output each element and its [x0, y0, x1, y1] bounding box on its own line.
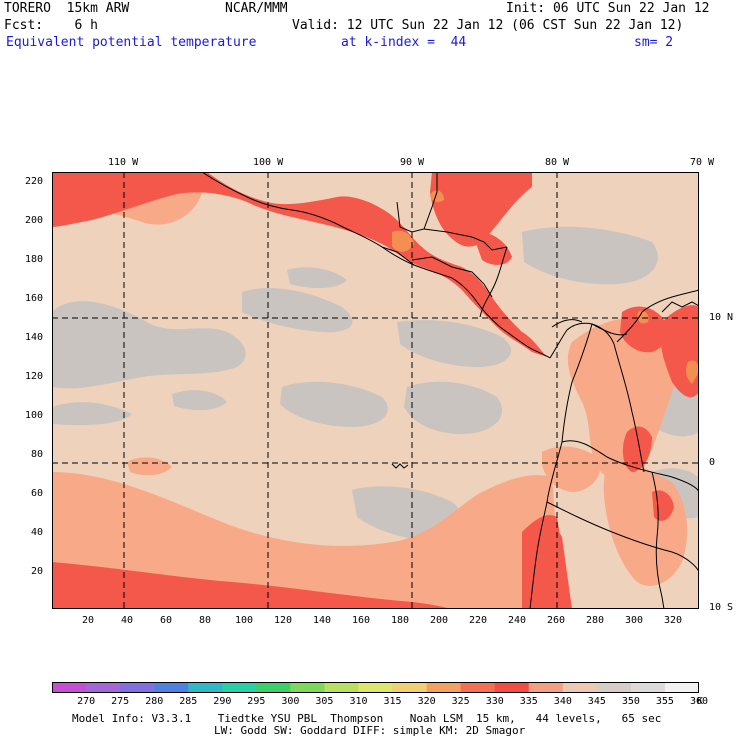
colorbar-label: 280 — [145, 696, 164, 707]
colorbar-label: 270 — [77, 696, 96, 707]
grid-x-label: 260 — [547, 615, 566, 626]
coastline — [201, 172, 699, 609]
grid-x-label: 60 — [160, 615, 173, 626]
colorbar-label: 350 — [621, 696, 640, 707]
grid-y-label: 220 — [25, 176, 44, 187]
grid-x-label: 20 — [82, 615, 95, 626]
colorbar-label: 275 — [111, 696, 130, 707]
init-time: Init: 06 UTC Sun 22 Jan 12 — [506, 1, 710, 16]
graticule — [52, 172, 699, 609]
organization: NCAR/MMM — [225, 1, 288, 16]
colorbar-swatch — [154, 682, 189, 693]
grid-x-label: 320 — [664, 615, 683, 626]
forecast-hour: Fcst: 6 h — [4, 18, 98, 33]
colorbar — [52, 682, 699, 693]
grid-x-label: 280 — [586, 615, 605, 626]
smoothing-label: sm= 2 — [634, 35, 674, 50]
colorbar-swatch — [188, 682, 223, 693]
lat-label-0: 0 — [709, 457, 716, 468]
field-name: Equivalent potential temperature — [6, 35, 257, 50]
colorbar-swatch — [562, 682, 598, 693]
grid-y-label: 180 — [25, 254, 44, 265]
lon-label-90w: 90 W — [400, 157, 425, 168]
hottest-spot — [392, 190, 699, 384]
lon-label-70w: 70 W — [690, 157, 715, 168]
lon-label-100w: 100 W — [253, 157, 284, 168]
colorbar-swatch — [222, 682, 257, 693]
colorbar-label: 325 — [451, 696, 470, 707]
colorbar-swatch — [426, 682, 462, 693]
colorbar-label: 310 — [349, 696, 368, 707]
colorbar-swatch — [120, 682, 155, 693]
model-info-line2: LW: Godd SW: Goddard DIFF: simple KM: 2D… — [214, 724, 526, 737]
grid-y-label: 40 — [31, 527, 44, 538]
grid-y-label: 140 — [25, 332, 44, 343]
grid-x-label: 180 — [391, 615, 410, 626]
colorbar-swatch — [358, 682, 394, 693]
colorbar-swatch — [290, 682, 325, 693]
grid-x-label: 120 — [274, 615, 293, 626]
colorbar-label: 330 — [485, 696, 504, 707]
grid-x-label: 300 — [625, 615, 644, 626]
colorbar-label: 290 — [213, 696, 232, 707]
model-name: TORERO 15km ARW — [4, 1, 130, 16]
colorbar-label: 355 — [655, 696, 674, 707]
grid-y-label: 160 — [25, 293, 44, 304]
colorbar-swatch — [86, 682, 121, 693]
grid-x-label: 220 — [469, 615, 488, 626]
colorbar-swatch — [664, 682, 699, 693]
colorbar-label: 305 — [315, 696, 334, 707]
colorbar-swatch — [52, 682, 87, 693]
grid-x-label: 80 — [199, 615, 212, 626]
grid-x-label: 240 — [508, 615, 527, 626]
colorbar-label: 295 — [247, 696, 266, 707]
colorbar-label: 300 — [281, 696, 300, 707]
grid-y-label: 80 — [31, 449, 44, 460]
colorbar-frame — [52, 682, 699, 693]
colorbar-label: 285 — [179, 696, 198, 707]
colorbar-label: 320 — [417, 696, 436, 707]
colorbar-label: 315 — [383, 696, 402, 707]
colorbar-swatch — [528, 682, 564, 693]
lat-label-10s: 10 S — [709, 602, 734, 613]
colorbar-swatch — [392, 682, 428, 693]
colorbar-label: 340 — [553, 696, 572, 707]
model-info-line1: Model Info: V3.3.1 Tiedtke YSU PBL Thomp… — [72, 712, 662, 725]
grid-x-label: 40 — [121, 615, 134, 626]
theta-e-map — [52, 172, 699, 609]
grid-y-label: 120 — [25, 371, 44, 382]
colorbar-swatch — [256, 682, 291, 693]
colorbar-label: 360 — [690, 696, 709, 707]
grid-y-label: 60 — [31, 488, 44, 499]
valid-time: Valid: 12 UTC Sun 22 Jan 12 (06 CST Sun … — [292, 18, 684, 33]
colorbar-swatch — [596, 682, 632, 693]
colorbar-label: 335 — [519, 696, 538, 707]
colorbar-swatch — [494, 682, 530, 693]
lat-label-10n: 10 N — [709, 312, 734, 323]
grid-x-label: 140 — [313, 615, 332, 626]
map-frame — [52, 172, 699, 609]
lon-label-110w: 110 W — [108, 157, 139, 168]
grid-x-label: 100 — [235, 615, 254, 626]
grid-y-label: 100 — [25, 410, 44, 421]
colorbar-swatch — [324, 682, 359, 693]
grid-x-label: 160 — [352, 615, 371, 626]
grid-y-label: 20 — [31, 566, 44, 577]
colorbar-unit: K — [697, 696, 704, 707]
grid-y-label: 200 — [25, 215, 44, 226]
lon-label-80w: 80 W — [545, 157, 570, 168]
colorbar-swatch — [630, 682, 666, 693]
colorbar-label: 345 — [587, 696, 606, 707]
level-label: at k-index = 44 — [341, 35, 467, 50]
colorbar-swatch — [460, 682, 496, 693]
grid-x-label: 200 — [430, 615, 449, 626]
